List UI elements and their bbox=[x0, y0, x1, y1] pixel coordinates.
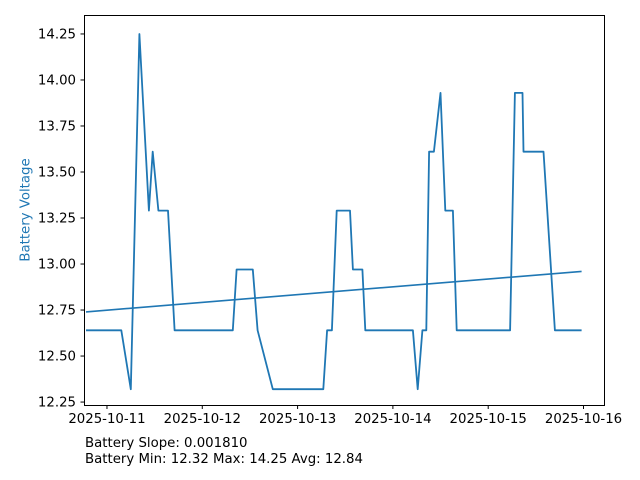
annotation-slope: Battery Slope: 0.001810 bbox=[85, 436, 248, 451]
y-tick-label: 13.50 bbox=[38, 166, 76, 181]
x-tick-label: 2025-10-12 bbox=[164, 412, 241, 427]
annotation-stats: Battery Min: 12.32 Max: 14.25 Avg: 12.84 bbox=[85, 452, 363, 467]
y-tick-label: 12.75 bbox=[38, 304, 76, 319]
y-tick-label: 13.25 bbox=[38, 212, 76, 227]
y-tick-label: 14.00 bbox=[38, 74, 76, 89]
x-tick-label: 2025-10-13 bbox=[259, 412, 336, 427]
x-tick-label: 2025-10-11 bbox=[68, 412, 145, 427]
trend-line bbox=[85, 270, 582, 313]
x-tick-label: 2025-10-16 bbox=[545, 412, 622, 427]
y-tick-label: 14.25 bbox=[38, 28, 76, 43]
y-tick-label: 12.50 bbox=[38, 350, 76, 365]
y-tick-label: 13.75 bbox=[38, 120, 76, 135]
y-axis-title: Battery Voltage bbox=[18, 158, 34, 262]
y-tick-label: 12.25 bbox=[38, 396, 76, 411]
x-tick-label: 2025-10-15 bbox=[450, 412, 527, 427]
battery-voltage-line bbox=[86, 33, 582, 391]
plot-area bbox=[84, 15, 605, 406]
x-tick-label: 2025-10-14 bbox=[354, 412, 431, 427]
y-tick-label: 13.00 bbox=[38, 258, 76, 273]
